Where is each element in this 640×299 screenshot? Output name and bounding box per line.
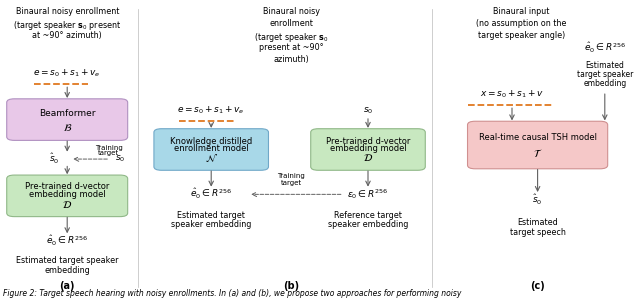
Text: $\hat{e}_0 \in R^{256}$: $\hat{e}_0 \in R^{256}$ bbox=[584, 41, 626, 55]
Text: Estimated: Estimated bbox=[517, 218, 558, 227]
Text: $\hat{e}_0 \in R^{256}$: $\hat{e}_0 \in R^{256}$ bbox=[190, 187, 232, 202]
Text: Estimated: Estimated bbox=[586, 61, 624, 70]
Text: (a): (a) bbox=[60, 281, 75, 292]
Text: embedding model: embedding model bbox=[330, 144, 406, 153]
Text: $s_0$: $s_0$ bbox=[115, 154, 125, 164]
Text: enrollment model: enrollment model bbox=[174, 144, 248, 153]
Text: Beamformer: Beamformer bbox=[39, 109, 95, 118]
Text: speaker embedding: speaker embedding bbox=[328, 220, 408, 229]
Text: Estimated target speaker: Estimated target speaker bbox=[16, 256, 118, 265]
Text: embedding: embedding bbox=[583, 79, 627, 88]
Text: Binaural noisy enrollment: Binaural noisy enrollment bbox=[15, 7, 119, 16]
Text: target: target bbox=[280, 180, 302, 186]
Text: embedding model: embedding model bbox=[29, 190, 106, 199]
Text: $e = s_0 + s_1 + v_e$: $e = s_0 + s_1 + v_e$ bbox=[177, 105, 245, 116]
Text: embedding: embedding bbox=[44, 266, 90, 275]
Text: Reference target: Reference target bbox=[334, 211, 402, 220]
Text: $\mathcal{D}$: $\mathcal{D}$ bbox=[62, 199, 72, 210]
Text: $\hat{s}_0$: $\hat{s}_0$ bbox=[49, 152, 60, 166]
Text: at ~90° azimuth): at ~90° azimuth) bbox=[33, 31, 102, 40]
Text: target: target bbox=[98, 150, 120, 156]
FancyBboxPatch shape bbox=[311, 129, 425, 170]
Text: Pre-trained d-vector: Pre-trained d-vector bbox=[25, 182, 109, 191]
FancyBboxPatch shape bbox=[6, 175, 128, 216]
Text: Training: Training bbox=[277, 173, 305, 179]
Text: enrollment: enrollment bbox=[269, 19, 313, 28]
Text: $\mathcal{D}$: $\mathcal{D}$ bbox=[363, 152, 373, 163]
Text: (target speaker $\mathbf{s}_0$: (target speaker $\mathbf{s}_0$ bbox=[254, 31, 328, 44]
FancyBboxPatch shape bbox=[467, 121, 608, 169]
Text: Real-time causal TSH model: Real-time causal TSH model bbox=[479, 133, 596, 142]
Text: (no assumption on the: (no assumption on the bbox=[476, 19, 567, 28]
Text: target speaker angle): target speaker angle) bbox=[478, 31, 565, 40]
Text: Binaural input: Binaural input bbox=[493, 7, 550, 16]
Text: present at ~90°: present at ~90° bbox=[259, 43, 323, 52]
Text: $\hat{e}_0 \in R^{256}$: $\hat{e}_0 \in R^{256}$ bbox=[46, 234, 88, 248]
Text: $\hat{s}_0$: $\hat{s}_0$ bbox=[532, 193, 543, 208]
Text: $\mathcal{B}$: $\mathcal{B}$ bbox=[63, 122, 72, 132]
Text: (c): (c) bbox=[530, 281, 545, 292]
FancyBboxPatch shape bbox=[6, 99, 128, 141]
Text: $\epsilon_0 \in R^{256}$: $\epsilon_0 \in R^{256}$ bbox=[348, 187, 388, 201]
Text: Binaural noisy: Binaural noisy bbox=[262, 7, 320, 16]
Text: $e = s_0 + s_1 + v_e$: $e = s_0 + s_1 + v_e$ bbox=[33, 68, 101, 79]
Text: target speech: target speech bbox=[509, 228, 566, 237]
Text: Estimated target: Estimated target bbox=[177, 211, 245, 220]
Text: $\mathcal{N}$: $\mathcal{N}$ bbox=[205, 152, 218, 164]
FancyBboxPatch shape bbox=[154, 129, 269, 170]
Text: Knowledge distilled: Knowledge distilled bbox=[170, 137, 252, 146]
Text: speaker embedding: speaker embedding bbox=[171, 220, 252, 229]
Text: target speaker: target speaker bbox=[577, 70, 633, 79]
Text: (b): (b) bbox=[283, 281, 300, 292]
Text: $s_0$: $s_0$ bbox=[363, 105, 373, 116]
Text: Training: Training bbox=[95, 145, 123, 151]
Text: $x = s_0 + s_1 + v$: $x = s_0 + s_1 + v$ bbox=[480, 89, 544, 100]
Text: $\mathcal{T}$: $\mathcal{T}$ bbox=[533, 147, 542, 159]
Text: (target speaker $\mathbf{s}_0$ present: (target speaker $\mathbf{s}_0$ present bbox=[13, 19, 122, 32]
Text: Figure 2: Target speech hearing with noisy enrollments. In (a) and (b), we propo: Figure 2: Target speech hearing with noi… bbox=[3, 289, 461, 298]
Text: Pre-trained d-vector: Pre-trained d-vector bbox=[326, 137, 410, 146]
Text: azimuth): azimuth) bbox=[273, 55, 309, 64]
